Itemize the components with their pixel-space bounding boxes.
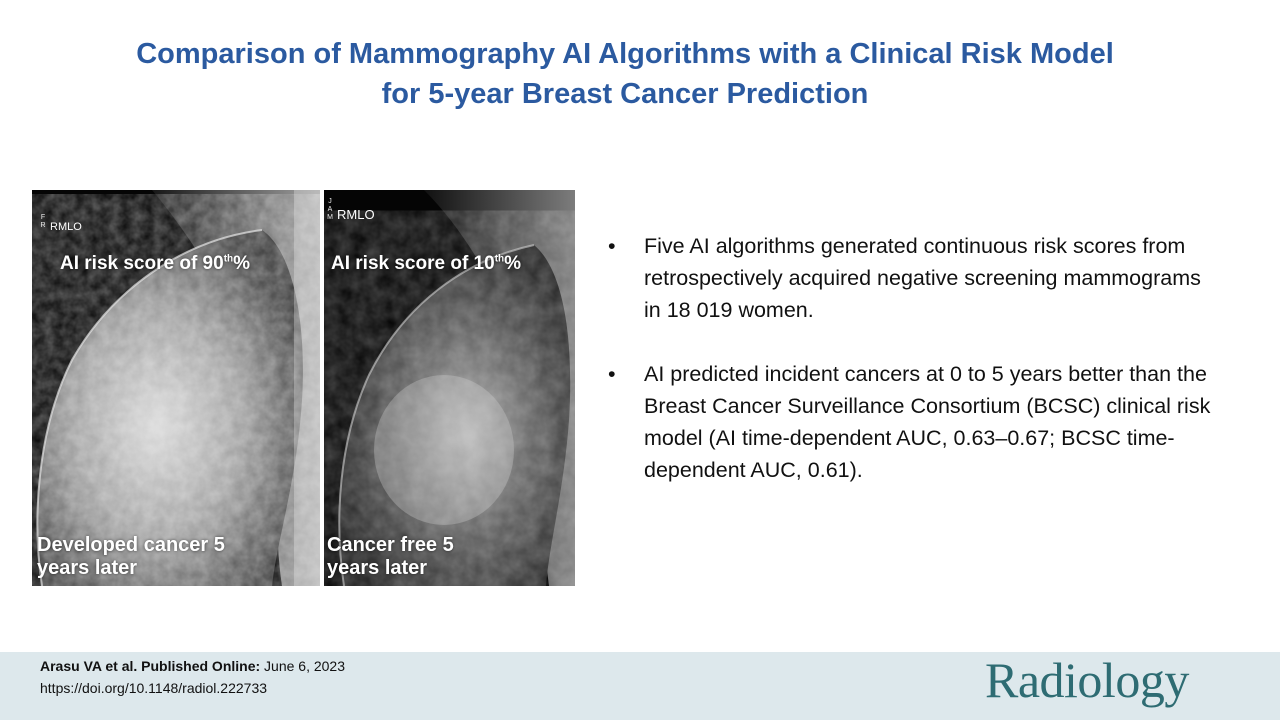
mammogram-left-graphic [32, 190, 320, 586]
orientation-marker-left: F R [39, 214, 47, 230]
citation-authors: Arasu VA et al. Published Online: [40, 658, 261, 674]
outcome-label-left: Developed cancer 5 years later [37, 534, 225, 580]
key-point-text: AI predicted incident cancers at 0 to 5 … [644, 362, 1211, 482]
orientation-letter: J [328, 198, 332, 205]
orientation-marker-right: J A M [326, 198, 334, 222]
ai-score-label-right: AI risk score of 10th% [331, 253, 521, 275]
outcome-line-2: years later [37, 557, 138, 579]
citation-doi-link[interactable]: https://doi.org/10.1148/radiol.222733 [40, 680, 268, 696]
outcome-line-2: years later [327, 557, 428, 579]
key-point-item: • Five AI algorithms generated continuou… [606, 230, 1216, 326]
outcome-line-1: Developed cancer 5 [37, 534, 225, 556]
score-text: AI risk score of 10 [331, 253, 495, 274]
key-point-item: • AI predicted incident cancers at 0 to … [606, 358, 1216, 486]
score-suffix: % [233, 253, 251, 274]
citation-date: June 6, 2023 [264, 658, 346, 674]
orientation-letter: F [40, 214, 46, 221]
outcome-label-right: Cancer free 5 years later [327, 534, 454, 580]
footer-bar [0, 652, 1280, 720]
bullet-marker: • [608, 362, 616, 386]
score-sup: th [494, 253, 505, 265]
score-text: AI risk score of 90 [60, 253, 224, 274]
bullet-marker: • [608, 234, 616, 258]
slide-title: Comparison of Mammography AI Algorithms … [40, 34, 1210, 114]
title-line-1: Comparison of Mammography AI Algorithms … [136, 38, 1114, 70]
mammogram-left-image: F R RMLO AI risk score of 90th% Develope… [32, 190, 320, 586]
title-line-2: for 5-year Breast Cancer Prediction [381, 78, 869, 110]
score-suffix: % [504, 253, 522, 274]
view-label-left: RMLO [50, 221, 82, 233]
radiology-logo: Radiology [985, 652, 1189, 708]
view-label-right: RMLO [337, 207, 375, 222]
mammogram-right-image: J A M RMLO AI risk score of 10th% Cancer… [324, 190, 575, 586]
mammogram-right-graphic [324, 190, 575, 586]
outcome-line-1: Cancer free 5 [327, 534, 454, 556]
score-sup: th [223, 253, 234, 265]
orientation-letter: R [40, 222, 46, 229]
citation-line: Arasu VA et al. Published Online: June 6… [40, 658, 345, 674]
orientation-letter: M [327, 214, 333, 221]
key-point-text: Five AI algorithms generated continuous … [644, 234, 1201, 322]
orientation-letter: A [327, 206, 333, 213]
ai-score-label-left: AI risk score of 90th% [60, 253, 250, 275]
key-points-list: • Five AI algorithms generated continuou… [606, 230, 1216, 518]
